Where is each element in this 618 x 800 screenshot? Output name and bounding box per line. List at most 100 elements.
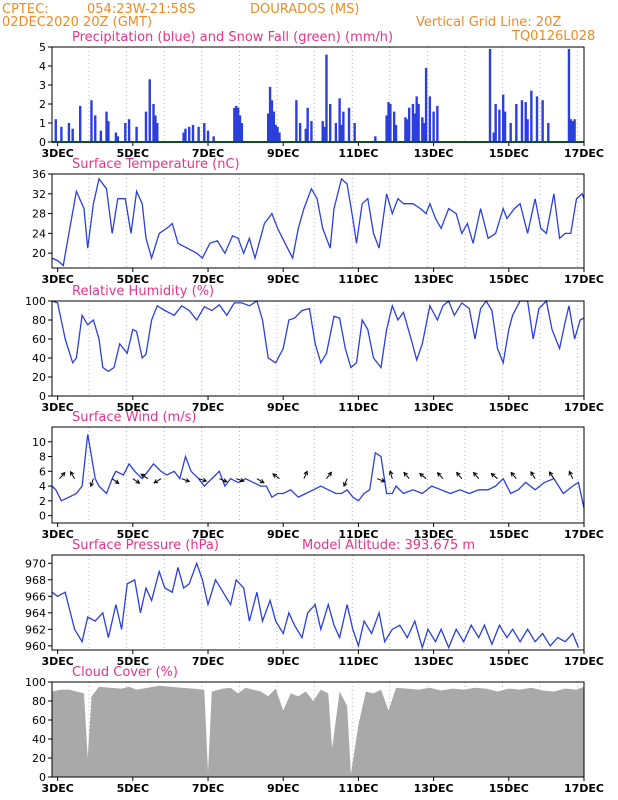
x-tick-label: 3DEC — [41, 782, 73, 795]
precip-bar — [240, 123, 244, 142]
precip-bar — [404, 117, 407, 142]
precip-bar — [494, 104, 497, 142]
precip-bar — [233, 107, 236, 142]
precip-bar — [266, 113, 270, 142]
precip-bar — [524, 102, 527, 142]
wind-arrow-head — [327, 471, 332, 477]
wind-arrow-head — [343, 482, 348, 488]
y-tick-label: 6 — [39, 465, 46, 478]
precip-bar — [54, 119, 57, 142]
precip-bar — [436, 105, 439, 142]
temp-panel: Surface Temperature (nC) 20 24 28 32 36 3DEC 5D… — [32, 157, 604, 286]
precip-bar — [535, 96, 539, 142]
wind-arrow — [111, 478, 119, 484]
precip-bar — [152, 104, 155, 142]
x-tick-label: 17DEC — [564, 528, 604, 541]
y-tick-label: 0 — [39, 771, 46, 784]
precip-bar — [235, 105, 238, 142]
grid-note-label: Vertical Grid Line: 20Z — [416, 15, 561, 30]
wind-panel: Surface Wind (m/s) 0 2 4 68 10 3DEC 5DEC 7DEC 9DE… — [32, 410, 604, 541]
precip-bar — [338, 98, 341, 142]
wind-arrow — [272, 473, 280, 480]
x-tick-label: 3DEC — [41, 147, 73, 160]
x-tick-label: 13DEC — [414, 401, 454, 414]
precip-bar — [135, 126, 138, 142]
pres-series-line — [51, 561, 580, 650]
x-tick-label: 7DEC — [192, 401, 224, 414]
cloud-title: Cloud Cover (%) — [72, 665, 178, 680]
wind-arrow — [389, 470, 393, 479]
precip-bar — [329, 104, 332, 142]
y-tick-label: 60 — [32, 333, 46, 346]
x-tick-label: 15DEC — [489, 147, 529, 160]
y-tick-label: 0 — [39, 390, 46, 403]
header: CPTEC: 054:23W-21:58S DOURADOS (MS) 02DE… — [2, 2, 595, 44]
wind-arrow-head — [403, 471, 408, 477]
precip-bar — [567, 48, 571, 142]
wind-arrow-head — [436, 472, 442, 477]
precip-bar — [90, 100, 93, 142]
x-tick-label: 13DEC — [414, 273, 454, 286]
precip-bar — [71, 128, 74, 142]
wind-arrow-head — [272, 473, 277, 478]
wind-arrow-head — [380, 478, 386, 483]
temp-frame — [51, 173, 585, 269]
x-tick-label: 11DEC — [338, 528, 378, 541]
precip-bar — [105, 111, 108, 142]
precip-bar — [154, 115, 157, 142]
y-tick-label: 100 — [25, 295, 46, 308]
x-tick-label: 3DEC — [41, 528, 73, 541]
precip-bar — [188, 126, 191, 142]
precip-bar — [389, 104, 392, 142]
y-tick-label: 28 — [32, 208, 46, 221]
precip-bar — [127, 119, 131, 142]
precip-title: Precipitation (blue) and Snow Fall (gree… — [72, 30, 393, 45]
precip-bar — [526, 119, 529, 142]
wind-arrow — [549, 471, 555, 479]
y-tick-label: 2 — [39, 98, 46, 111]
precip-bar — [191, 124, 195, 142]
y-tick-label: 3 — [39, 79, 46, 92]
wind-arrow — [403, 472, 410, 480]
precip-bar — [428, 96, 432, 142]
wind-arrow — [59, 472, 66, 480]
y-tick-label: 4 — [39, 60, 46, 73]
precip-bar — [310, 121, 313, 142]
wind-arrow-head — [419, 472, 424, 478]
x-tick-label: 17DEC — [564, 655, 604, 668]
temp-series-line — [51, 177, 585, 267]
precip-bar — [394, 124, 398, 142]
precip-bar — [498, 109, 501, 142]
x-tick-label: 15DEC — [489, 655, 529, 668]
x-tick-label: 5DEC — [117, 401, 149, 414]
precip-bar — [238, 115, 242, 142]
pres-annotation: Model Altitude: 393.675 m — [302, 538, 475, 553]
precip-panel: Precipitation (blue) and Snow Fall (gree… — [39, 30, 604, 160]
x-tick-label: 15DEC — [489, 782, 529, 795]
wind-frame — [51, 426, 585, 524]
x-tick-label: 13DEC — [414, 528, 454, 541]
precip-bar — [541, 100, 544, 142]
precip-bar — [206, 130, 210, 142]
x-tick-label: 11DEC — [338, 273, 378, 286]
x-tick-label: 9DEC — [267, 147, 299, 160]
wind-arrow — [236, 478, 244, 482]
precip-bar — [325, 54, 328, 142]
x-tick-label: 7DEC — [192, 147, 224, 160]
source-label: CPTEC: — [2, 2, 49, 17]
x-tick-label: 17DEC — [564, 147, 604, 160]
precip-bar — [156, 123, 159, 142]
wind-arrow-head — [89, 482, 95, 488]
wind-arrow-head — [530, 470, 535, 476]
y-tick-label: 964 — [25, 607, 46, 620]
code-label: TQ0126L028 — [511, 29, 595, 44]
x-tick-label: 5DEC — [117, 782, 149, 795]
precip-bar — [99, 130, 103, 142]
wind-arrow — [343, 478, 348, 487]
x-tick-label: 9DEC — [267, 528, 299, 541]
wind-arrow-head — [568, 470, 573, 476]
wind-arrow-head — [114, 479, 120, 484]
precip-bar — [182, 132, 185, 142]
y-tick-label: 8 — [39, 451, 46, 464]
